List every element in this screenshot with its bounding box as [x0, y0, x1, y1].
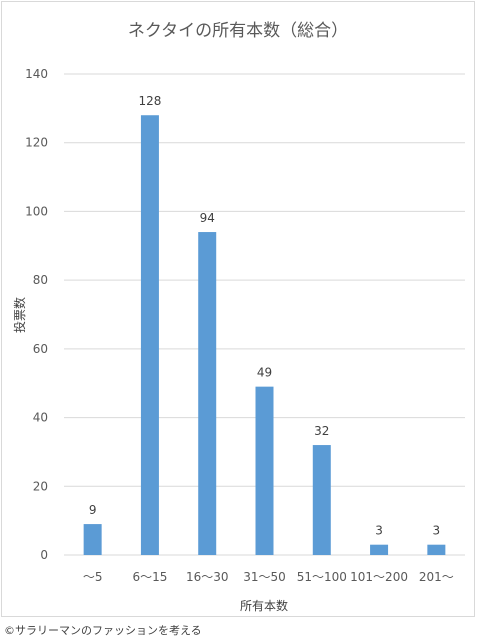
data-label: 3 — [375, 524, 383, 538]
x-tick-label: 201～ — [419, 570, 454, 584]
data-label: 49 — [257, 366, 272, 380]
copyright-credit: ©サラリーマンのファッションを考える — [4, 624, 202, 637]
gridlines — [64, 73, 465, 556]
y-tick-label: 60 — [33, 342, 48, 356]
x-tick-label: 31～50 — [243, 570, 286, 584]
y-tick-label: 80 — [33, 273, 48, 287]
x-tick-label: 6～15 — [132, 570, 167, 584]
x-tick-label: 101～200 — [350, 570, 408, 584]
y-axis-label: 投票数 — [12, 297, 27, 333]
y-tick-label: 140 — [25, 67, 48, 81]
data-labels: 9 128 94 49 32 3 3 — [89, 94, 440, 537]
x-axis-label: 所有本数 — [240, 598, 288, 613]
data-label: 9 — [89, 503, 97, 517]
x-tick-label: ～5 — [83, 570, 103, 584]
data-label: 3 — [433, 524, 441, 538]
bar — [370, 544, 389, 555]
bar — [255, 386, 274, 555]
y-tick-labels: 0 20 40 60 80 100 120 140 — [25, 67, 48, 562]
y-tick-label: 120 — [25, 136, 48, 150]
bar — [312, 445, 331, 555]
data-label: 32 — [314, 424, 329, 438]
bar — [427, 544, 446, 555]
bar — [140, 115, 159, 555]
x-tick-labels: ～5 6～15 16～30 31～50 51～100 101～200 201～ — [83, 570, 454, 584]
bar — [198, 232, 217, 556]
chart-title: ネクタイの所有本数（総合） — [128, 21, 348, 41]
bar — [83, 524, 102, 555]
x-tick-label: 51～100 — [297, 570, 347, 584]
y-tick-label: 0 — [40, 548, 48, 562]
x-tick-label: 16～30 — [186, 570, 229, 584]
y-tick-label: 20 — [33, 479, 48, 493]
data-label: 128 — [138, 94, 161, 108]
y-tick-label: 100 — [25, 204, 48, 218]
data-label: 94 — [200, 211, 215, 225]
chart-frame — [1, 1, 475, 617]
bars — [83, 115, 446, 556]
y-tick-label: 40 — [33, 411, 48, 425]
